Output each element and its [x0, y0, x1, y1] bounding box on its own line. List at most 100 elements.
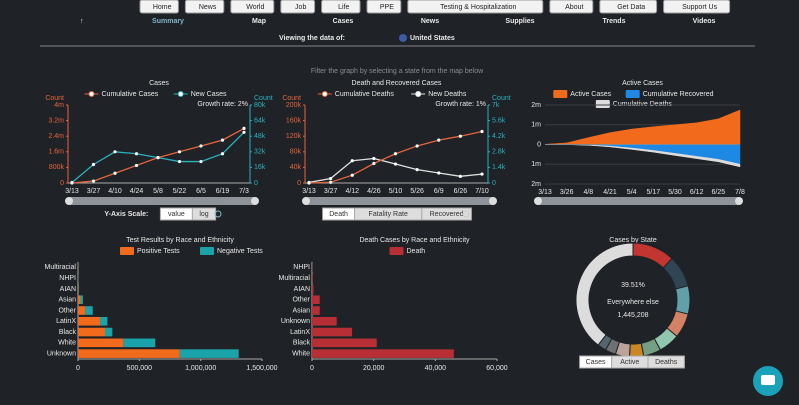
x-tick-label: 1,500,000 — [246, 365, 277, 372]
y-tick-label: 800k — [49, 164, 65, 171]
tab[interactable]: Trends — [603, 18, 626, 25]
tab[interactable]: Cases — [333, 18, 354, 25]
legend-label[interactable]: New Cases — [191, 91, 227, 98]
legend-label[interactable]: Positive Tests — [137, 248, 180, 255]
tab[interactable]: News — [421, 18, 439, 25]
bar[interactable] — [312, 295, 320, 304]
legend-label[interactable]: Death — [407, 248, 426, 255]
legend-dot — [89, 92, 94, 97]
nav-label[interactable]: Support Us — [682, 4, 718, 11]
data-point — [242, 127, 245, 130]
toggle-label[interactable]: Recovered — [430, 211, 464, 218]
bar[interactable] — [312, 339, 377, 348]
range-slider[interactable] — [535, 197, 742, 205]
x-tick-label: 4/24 — [130, 188, 144, 195]
chart-title: Active Cases — [622, 80, 663, 87]
bar[interactable] — [312, 349, 454, 358]
data-point — [199, 160, 202, 163]
scroll-top-icon[interactable]: ↑ — [80, 18, 84, 25]
y-tick-label: 0 — [537, 141, 541, 148]
bar[interactable] — [312, 274, 313, 283]
x-tick-label: 5/17 — [647, 189, 661, 196]
x-tick-label: 5/10 — [389, 188, 403, 195]
viewing-country[interactable]: United States — [410, 35, 455, 42]
tab[interactable]: Summary — [152, 18, 184, 25]
x-tick-label: 4/8 — [583, 189, 593, 196]
y2-tick-label: 32k — [254, 149, 266, 156]
category-label: Unknown — [281, 318, 310, 325]
toggle-label[interactable]: Cases — [586, 359, 606, 366]
nav-label[interactable]: News — [199, 4, 217, 11]
slider-handle[interactable] — [735, 197, 743, 205]
range-slider[interactable] — [303, 197, 496, 205]
toggle-label[interactable]: log — [199, 211, 208, 218]
data-point — [437, 171, 440, 174]
nav-label[interactable]: PPE — [380, 4, 394, 11]
nav-label[interactable]: About — [565, 4, 583, 11]
donut-segment[interactable] — [629, 343, 643, 357]
slider-handle[interactable] — [65, 197, 73, 205]
donut-segment[interactable] — [676, 286, 690, 314]
nav-label[interactable]: World — [246, 4, 264, 11]
x-tick-label: 6/9 — [434, 188, 444, 195]
bar[interactable] — [105, 328, 112, 337]
bar[interactable] — [312, 328, 352, 337]
data-point — [351, 174, 354, 177]
data-point — [221, 152, 224, 155]
tab[interactable]: Map — [252, 18, 266, 25]
chart-title: Cases — [149, 80, 169, 87]
category-label: Other — [58, 307, 76, 314]
legend-swatch — [553, 90, 567, 98]
bar[interactable] — [123, 339, 155, 348]
bar[interactable] — [78, 328, 105, 337]
tab[interactable]: Videos — [693, 18, 716, 25]
legend-label[interactable]: Cumulative Recovered — [643, 91, 714, 98]
bar[interactable] — [312, 317, 337, 326]
category-label: Multiracial — [278, 275, 310, 282]
bar[interactable] — [78, 295, 80, 304]
bar[interactable] — [180, 349, 239, 358]
range-slider[interactable] — [66, 197, 258, 205]
toggle-label[interactable]: Fatality Rate — [369, 211, 408, 218]
slider-handle[interactable] — [489, 197, 497, 205]
bar[interactable] — [312, 306, 320, 315]
tab[interactable]: Supplies — [505, 18, 534, 25]
center-name: Everywhere else — [607, 299, 659, 306]
legend-label[interactable]: Active Cases — [570, 91, 611, 98]
bar[interactable] — [78, 317, 100, 326]
slider-handle[interactable] — [534, 197, 542, 205]
toggle-label[interactable]: Death — [329, 211, 348, 218]
bar[interactable] — [100, 317, 107, 326]
legend-label[interactable]: Cumulative Deaths — [613, 101, 673, 108]
toggle-label[interactable]: value — [168, 211, 185, 218]
y-tick-label: 80k — [290, 149, 302, 156]
bar[interactable] — [80, 295, 82, 304]
nav-label[interactable]: Home — [153, 4, 172, 11]
bar[interactable] — [78, 349, 180, 358]
toggle-label[interactable]: Deaths — [655, 359, 678, 366]
y-tick-label: 2m — [531, 102, 541, 109]
legend-label[interactable]: Negative Tests — [217, 248, 263, 255]
slider-handle[interactable] — [251, 197, 259, 205]
x-tick-label: 5/26 — [410, 188, 424, 195]
legend-swatch — [120, 247, 134, 255]
nav-label[interactable]: Testing & Hospitalization — [440, 4, 516, 11]
toggle-label[interactable]: Active — [620, 359, 639, 366]
bar[interactable] — [78, 306, 85, 315]
nav-label[interactable]: Life — [338, 4, 349, 11]
legend-label[interactable]: Cumulative Deaths — [335, 91, 395, 98]
y2-tick-label: 0 — [254, 180, 258, 187]
x-tick-label: 5/8 — [153, 188, 163, 195]
chart-title: Test Results by Race and Ethnicity — [126, 237, 234, 244]
legend-label[interactable]: New Deaths — [428, 91, 467, 98]
legend-label[interactable]: Cumulative Cases — [102, 91, 159, 98]
bar[interactable] — [85, 306, 92, 315]
category-label: AIAN — [294, 286, 310, 293]
bar[interactable] — [78, 339, 123, 348]
nav-label[interactable]: Job — [295, 4, 306, 11]
slider-handle[interactable] — [302, 197, 310, 205]
y2-tick-label: 4.2k — [492, 133, 506, 140]
x-tick-label: 3/13 — [538, 189, 552, 196]
nav-label[interactable]: Get Data — [617, 4, 645, 11]
bar[interactable] — [312, 285, 314, 294]
